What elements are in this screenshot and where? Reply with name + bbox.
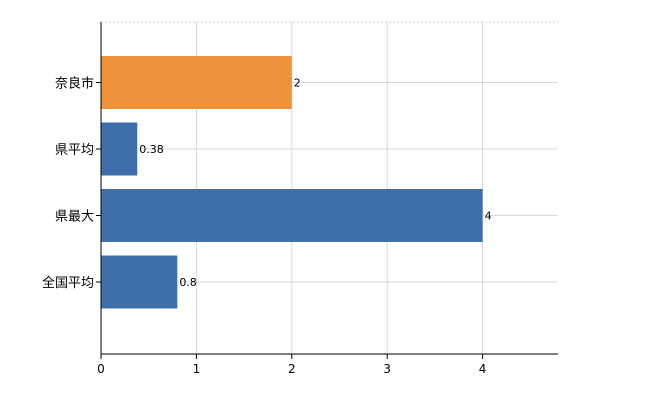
data-label: 0.38	[139, 143, 164, 156]
x-tick-label: 2	[288, 362, 296, 376]
bar	[101, 122, 138, 176]
bar	[101, 56, 292, 109]
y-tick-label: 県平均	[55, 143, 94, 158]
x-tick-label: 0	[97, 362, 105, 376]
data-label: 2	[294, 77, 301, 90]
x-tick-label: 1	[193, 362, 201, 376]
x-tick-labels: 0 1 2 3 4	[97, 354, 486, 376]
y-tick-label: 全国平均	[42, 275, 94, 291]
data-label: 0.8	[179, 276, 197, 289]
bar	[101, 189, 483, 242]
bars	[101, 56, 483, 309]
x-tick-label: 3	[383, 362, 391, 376]
y-tick-label: 県最大	[55, 210, 94, 225]
value-labels: 2 0.38 4 0.8	[139, 77, 491, 290]
bar	[101, 255, 178, 309]
x-tick-label: 4	[479, 362, 487, 376]
axes	[100, 22, 558, 355]
data-label: 4	[485, 210, 492, 223]
y-tick-label: 奈良市	[55, 76, 94, 92]
